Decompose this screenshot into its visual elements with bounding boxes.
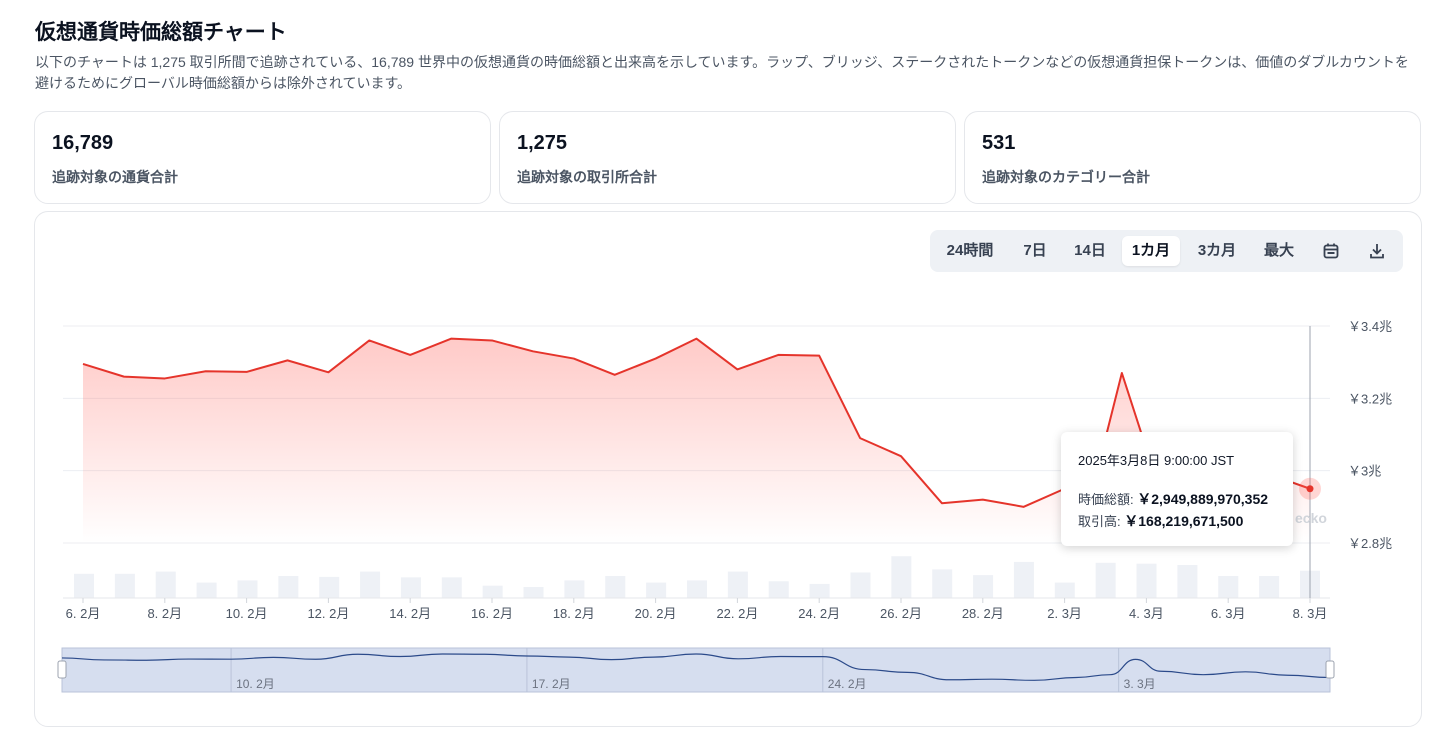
- volume-bar: [1259, 576, 1280, 598]
- navigator-handle-right[interactable]: [1325, 660, 1335, 679]
- stat-card-categories: 531 追跡対象のカテゴリー合計: [964, 111, 1421, 204]
- volume-bar: [319, 576, 340, 598]
- volume-bar: [278, 576, 299, 598]
- volume-bar: [932, 569, 953, 598]
- x-tick-label: 12. 2月: [307, 606, 349, 621]
- volume-bar: [1013, 561, 1034, 598]
- volume-bar: [687, 580, 707, 598]
- volume-bar: [727, 571, 748, 598]
- tooltip-volume-label: 取引高:: [1078, 514, 1121, 529]
- page-title: 仮想通貨時価総額チャート: [35, 21, 287, 44]
- x-tick-label: 2. 3月: [1047, 606, 1082, 621]
- volume-bar: [973, 575, 994, 598]
- x-tick-label: 10. 2月: [226, 606, 268, 621]
- chart-tooltip: 2025年3月8日 9:00:00 JST 時価総額: ￥2,949,889,9…: [1061, 432, 1293, 546]
- range-1m-button[interactable]: 1カ月: [1122, 236, 1180, 266]
- navigator-label: 24. 2月: [828, 677, 867, 691]
- range-7d-button[interactable]: 7日: [1023, 242, 1047, 259]
- x-tick-label: 16. 2月: [471, 606, 513, 621]
- volume-bar: [1177, 565, 1198, 598]
- x-tick-label: 6. 3月: [1211, 606, 1246, 621]
- market-cap-area: [83, 338, 1310, 543]
- stat-label: 追跡対象の通貨合計: [52, 169, 178, 185]
- x-tick-label: 26. 2月: [880, 606, 922, 621]
- download-icon[interactable]: [1367, 241, 1387, 261]
- volume-bar: [850, 572, 871, 598]
- page-description: 以下のチャートは 1,275 取引所間で追跡されている、16,789 世界中の仮…: [35, 54, 1409, 91]
- y-tick-label: ￥3兆: [1348, 464, 1381, 479]
- volume-bar: [1136, 563, 1157, 598]
- stat-label: 追跡対象の取引所合計: [517, 169, 657, 185]
- market-cap-line: [82, 337, 1311, 508]
- navigator-label: 17. 2月: [532, 677, 571, 691]
- stat-card-coins: 16,789 追跡対象の通貨合計: [34, 111, 491, 204]
- volume-bar: [482, 585, 503, 598]
- volume-bar: [564, 580, 585, 598]
- volume-bar: [1218, 576, 1239, 598]
- stat-label: 追跡対象のカテゴリー合計: [982, 169, 1150, 185]
- volume-bar: [1054, 582, 1075, 598]
- tooltip-volume: 取引高: ￥168,219,671,500: [1078, 511, 1243, 531]
- y-tick-label: ￥3.4兆: [1348, 319, 1392, 334]
- volume-bar: [646, 582, 667, 598]
- stat-value: 1,275: [517, 132, 568, 154]
- volume-bar: [891, 556, 912, 598]
- stat-value: 531: [982, 132, 1016, 154]
- volume-bar: [196, 582, 217, 598]
- stat-card-exchanges: 1,275 追跡対象の取引所合計: [499, 111, 956, 204]
- x-tick-label: 20. 2月: [635, 606, 677, 621]
- x-tick-label: 18. 2月: [553, 606, 595, 621]
- range-24h-button[interactable]: 24時間: [946, 242, 994, 259]
- navigator-label: 3. 3月: [1124, 677, 1156, 691]
- volume-bar: [523, 587, 544, 598]
- volume-bar: [441, 577, 462, 598]
- volume-bar: [360, 571, 381, 598]
- y-tick-label: ￥2.8兆: [1348, 536, 1392, 551]
- volume-bar: [237, 580, 258, 598]
- x-tick-label: 22. 2月: [716, 606, 758, 621]
- volume-bar: [768, 581, 789, 598]
- range-selector: 24時間 7日 14日 1カ月 3カ月 最大: [930, 230, 1403, 272]
- volume-bar: [605, 576, 626, 598]
- tooltip-date: 2025年3月8日 9:00:00 JST: [1078, 453, 1235, 468]
- volume-bar: [74, 573, 94, 598]
- watermark: ecko: [1295, 510, 1327, 526]
- range-14d-button[interactable]: 14日: [1074, 242, 1106, 259]
- volume-bar: [114, 573, 135, 598]
- volume-bar: [1095, 562, 1116, 598]
- hover-point: [1306, 485, 1314, 493]
- x-tick-label: 8. 2月: [147, 606, 182, 621]
- stat-value: 16,789: [52, 132, 114, 154]
- volume-bar: [155, 571, 176, 598]
- x-tick-label: 28. 2月: [962, 606, 1004, 621]
- calendar-icon[interactable]: [1321, 241, 1341, 261]
- volume-bar: [809, 583, 830, 598]
- range-max-button[interactable]: 最大: [1263, 242, 1294, 259]
- navigator-line: [61, 653, 1331, 681]
- tooltip-market-cap-value: ￥2,949,889,970,352: [1137, 491, 1269, 507]
- tooltip-market-cap-label: 時価総額:: [1078, 492, 1134, 507]
- tooltip-market-cap: 時価総額: ￥2,949,889,970,352: [1078, 489, 1268, 509]
- x-tick-label: 6. 2月: [66, 606, 101, 621]
- x-tick-label: 24. 2月: [798, 606, 840, 621]
- navigator-label: 10. 2月: [236, 677, 275, 691]
- x-tick-label: 14. 2月: [389, 606, 431, 621]
- x-tick-label: 4. 3月: [1129, 606, 1164, 621]
- navigator-handle-left[interactable]: [57, 660, 67, 679]
- x-tick-label: 8. 3月: [1293, 606, 1328, 621]
- volume-bar: [400, 577, 421, 598]
- range-3m-button[interactable]: 3カ月: [1197, 242, 1237, 259]
- y-tick-label: ￥3.2兆: [1348, 391, 1392, 406]
- tooltip-volume-value: ￥168,219,671,500: [1124, 513, 1244, 529]
